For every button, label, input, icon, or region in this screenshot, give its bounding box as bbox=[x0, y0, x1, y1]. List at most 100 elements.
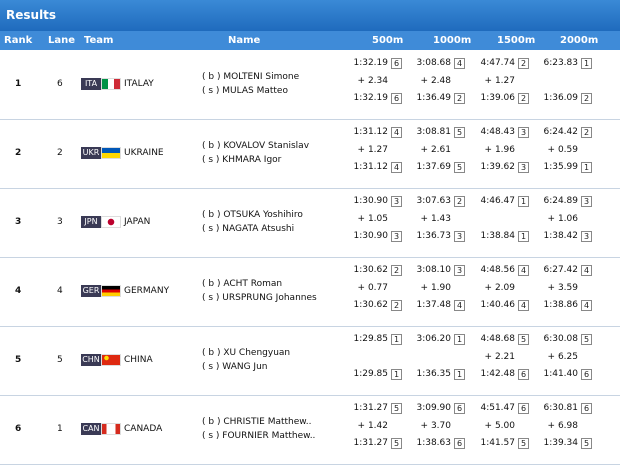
split-time: 6:30.08 bbox=[543, 334, 578, 344]
split-time: 6:24.42 bbox=[543, 127, 578, 137]
row-separator bbox=[0, 326, 620, 327]
lap-time: 1:37.69 bbox=[416, 162, 451, 172]
split-time: 4:51.47 bbox=[480, 403, 515, 413]
split-rank: 4 bbox=[454, 58, 465, 69]
split-time: 6:27.42 bbox=[543, 265, 578, 275]
lap-time: 1:36.35 bbox=[416, 369, 451, 379]
split-rank: 6 bbox=[581, 403, 592, 414]
split-time: 3:09.90 bbox=[416, 403, 451, 413]
split-time: 4:48.43 bbox=[480, 127, 515, 137]
lap-rank: 1 bbox=[454, 369, 465, 380]
split-diff: + 1.06 bbox=[547, 214, 578, 224]
split-time: 3:08.81 bbox=[416, 127, 451, 137]
lap-time: 1:31.27 bbox=[353, 438, 388, 448]
athlete-name: ( b ) OTSUKA Yoshihiro bbox=[202, 210, 303, 220]
lap-time: 1:31.12 bbox=[353, 162, 388, 172]
split-time: 1:31.12 bbox=[353, 127, 388, 137]
country-code: CHN bbox=[81, 354, 101, 366]
title-bar: Results bbox=[0, 0, 620, 31]
column-header: Name bbox=[228, 35, 261, 46]
split-rank: 2 bbox=[518, 58, 529, 69]
lap-rank: 2 bbox=[581, 93, 592, 104]
split-time: 6:30.81 bbox=[543, 403, 578, 413]
flag bbox=[101, 147, 121, 159]
athlete-name: ( b ) XU Chengyuan bbox=[202, 348, 291, 358]
lap-time: 1:38.86 bbox=[543, 300, 578, 310]
lap-rank: 5 bbox=[391, 438, 402, 449]
lap-rank: 3 bbox=[391, 231, 402, 242]
row-separator bbox=[0, 257, 620, 258]
athlete-name: ( s ) URSPRUNG Johannes bbox=[202, 293, 317, 303]
split-time: 4:46.47 bbox=[480, 196, 515, 206]
rank: 1 bbox=[15, 79, 22, 89]
split-diff: + 2.61 bbox=[420, 145, 451, 155]
split-rank: 1 bbox=[454, 334, 465, 345]
athlete-name: ( b ) MOLTENI Simone bbox=[202, 72, 300, 82]
lap-time: 1:41.57 bbox=[480, 438, 515, 448]
team: UKRAINE bbox=[124, 148, 164, 158]
athlete-name: ( b ) ACHT Roman bbox=[202, 279, 283, 289]
athlete-name: ( b ) CHRISTIE Matthew.. bbox=[202, 417, 312, 427]
lap-rank: 1 bbox=[391, 369, 402, 380]
split-time: 3:07.63 bbox=[416, 196, 451, 206]
lap-rank: 3 bbox=[454, 231, 465, 242]
lap-rank: 6 bbox=[518, 369, 529, 380]
split-rank: 3 bbox=[391, 196, 402, 207]
flag bbox=[101, 423, 121, 435]
column-header: 500m bbox=[372, 35, 404, 46]
split-rank: 6 bbox=[518, 403, 529, 414]
country-code: CAN bbox=[81, 423, 101, 435]
lap-rank: 1 bbox=[581, 162, 592, 173]
split-time: 4:48.56 bbox=[480, 265, 515, 275]
lane: 6 bbox=[57, 79, 63, 89]
split-time: 1:30.90 bbox=[353, 196, 388, 206]
lap-rank: 2 bbox=[391, 300, 402, 311]
row-separator bbox=[0, 119, 620, 120]
row-separator bbox=[0, 464, 620, 465]
country-code: GER bbox=[81, 285, 101, 297]
rank: 2 bbox=[15, 148, 22, 158]
lap-time: 1:38.42 bbox=[543, 231, 578, 241]
rank: 3 bbox=[15, 217, 22, 227]
split-rank: 4 bbox=[391, 127, 402, 138]
lap-time: 1:39.62 bbox=[480, 162, 515, 172]
split-rank: 6 bbox=[391, 58, 402, 69]
split-diff: + 5.00 bbox=[484, 421, 515, 431]
team: JAPAN bbox=[124, 217, 151, 227]
team: ITALAY bbox=[124, 79, 154, 89]
lane: 2 bbox=[57, 148, 63, 158]
lane: 5 bbox=[57, 355, 63, 365]
split-rank: 1 bbox=[391, 334, 402, 345]
split-rank: 2 bbox=[391, 265, 402, 276]
athlete-name: ( s ) WANG Jun bbox=[202, 362, 268, 372]
lap-rank: 4 bbox=[518, 300, 529, 311]
column-header: Team bbox=[84, 35, 114, 46]
split-time: 3:08.10 bbox=[416, 265, 451, 275]
split-diff: + 0.59 bbox=[547, 145, 578, 155]
split-diff: + 2.09 bbox=[484, 283, 515, 293]
lane: 1 bbox=[57, 424, 63, 434]
lap-rank: 1 bbox=[518, 231, 529, 242]
lap-time: 1:30.62 bbox=[353, 300, 388, 310]
split-rank: 5 bbox=[454, 127, 465, 138]
split-rank: 3 bbox=[518, 127, 529, 138]
split-rank: 4 bbox=[518, 265, 529, 276]
title: Results bbox=[6, 8, 57, 22]
team: CHINA bbox=[124, 355, 153, 365]
lap-rank: 5 bbox=[518, 438, 529, 449]
lap-time: 1:40.46 bbox=[480, 300, 515, 310]
lane: 3 bbox=[57, 217, 63, 227]
rank: 4 bbox=[15, 286, 22, 296]
row-separator bbox=[0, 188, 620, 189]
lap-time: 1:37.48 bbox=[416, 300, 451, 310]
athlete-name: ( b ) KOVALOV Stanislav bbox=[202, 141, 310, 151]
athlete-name: ( s ) MULAS Matteo bbox=[202, 86, 288, 96]
split-rank: 3 bbox=[581, 196, 592, 207]
split-diff: + 1.27 bbox=[357, 145, 388, 155]
split-rank: 2 bbox=[581, 127, 592, 138]
column-header: 1000m bbox=[433, 35, 472, 46]
flag bbox=[101, 78, 121, 90]
lap-time: 1:39.06 bbox=[480, 93, 515, 103]
split-diff: + 6.98 bbox=[547, 421, 578, 431]
split-diff: + 2.21 bbox=[484, 352, 515, 362]
